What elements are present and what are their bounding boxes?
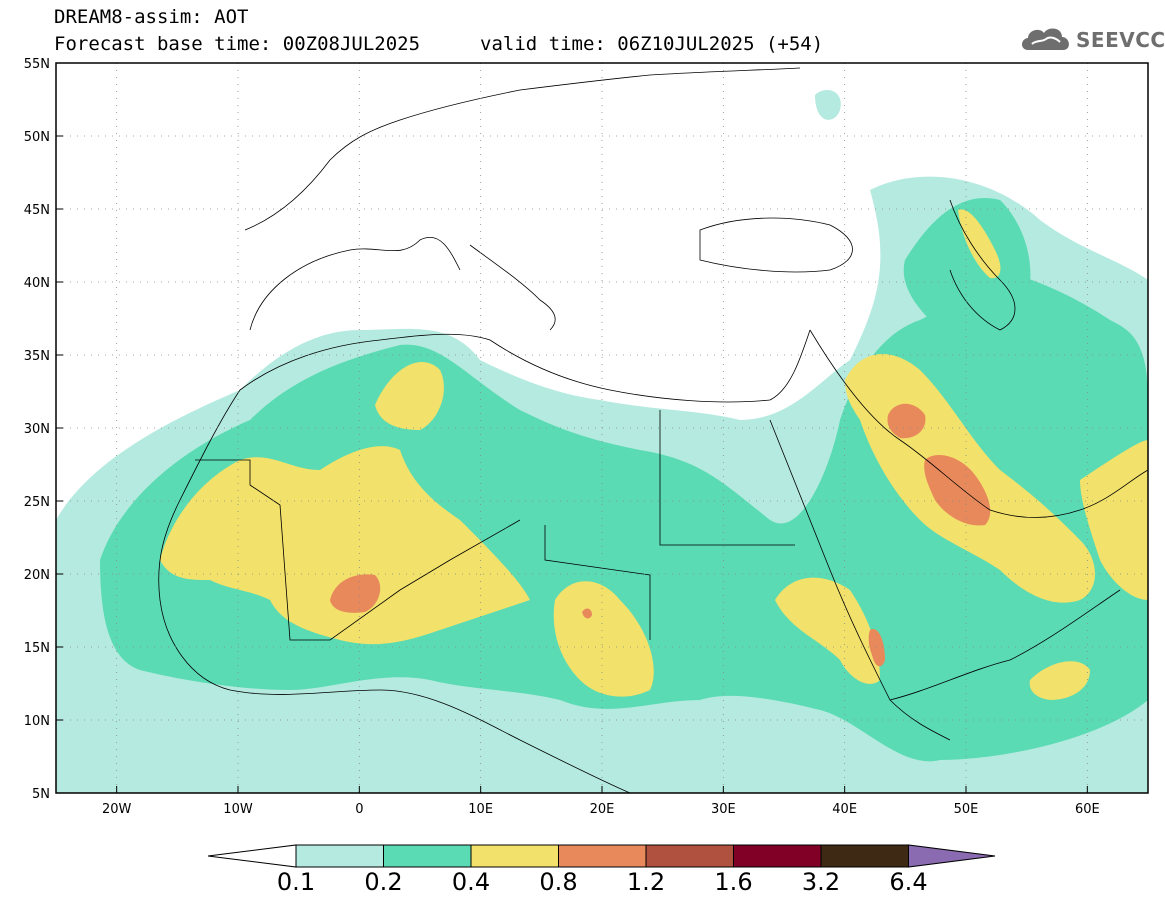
aot-level-0.4-caspian: [958, 209, 1001, 279]
coastline-westafrica: [158, 389, 631, 793]
colorbar-segment: [470, 844, 559, 868]
colorbar-label: 0.4: [451, 868, 491, 896]
aot-level-0.4-chad: [553, 581, 654, 697]
lon-tick-label: 20E: [590, 802, 615, 817]
graticule: [56, 63, 1148, 793]
border-sahara: [195, 459, 521, 641]
aot-level-0.2-caspian: [903, 198, 1031, 332]
colorbar-segment: [383, 844, 472, 868]
aot-level-0.8-chad: [582, 608, 592, 619]
forecast-base-time: Forecast base time: 00Z08JUL2025: [54, 33, 421, 55]
colorbar-label: 0.1: [276, 868, 316, 896]
lon-tick-label: 10E: [468, 802, 493, 817]
aot-level-0.4-arabiansea: [1029, 661, 1090, 700]
coastline-iberia: [249, 237, 461, 331]
coastline-arabia: [809, 329, 1148, 518]
lat-tick-label: 50N: [24, 130, 50, 145]
coastline-arabia-south: [889, 589, 1121, 701]
colorbar-segment: [820, 844, 909, 868]
lon-tick-label: 50E: [954, 802, 979, 817]
lon-tick-label: 40E: [832, 802, 857, 817]
valid-time: valid time: 06Z10JUL2025 (+54): [480, 33, 824, 55]
aot-level-0.8-redsea: [868, 629, 885, 667]
lat-tick-label: 55N: [24, 57, 50, 72]
lat-tick-label: 40N: [24, 276, 50, 291]
colorbar-label: 1.6: [714, 868, 753, 896]
lat-tick-label: 45N: [24, 203, 50, 218]
colorbar-label: 0.2: [364, 868, 403, 896]
coastline-northafrica: [239, 329, 811, 403]
colorbar-segment: [733, 844, 822, 868]
aot-level-0.8-sahara: [330, 574, 381, 613]
lat-tick-label: 20N: [24, 568, 50, 583]
colorbar-segment: [645, 844, 734, 868]
colorbar: [207, 844, 996, 868]
border-chad-sudan: [544, 525, 651, 640]
coastline-caspian: [949, 199, 1016, 331]
lat-tick-label: 30N: [24, 422, 50, 437]
lat-tick-label: 10N: [24, 714, 50, 729]
lat-tick-label: 25N: [24, 495, 50, 510]
aot-level-0.8-saudi: [924, 455, 991, 526]
lat-tick-label: 35N: [24, 349, 50, 364]
colorbar-segment: [295, 844, 384, 868]
colorbar-label: 6.4: [889, 868, 928, 896]
aot-level-0.4-gulf: [1080, 440, 1148, 600]
border-libya-egypt: [659, 410, 795, 546]
aot-level-0.4-redsea: [775, 577, 880, 684]
coastline-italy: [469, 244, 556, 331]
colorbar-segment: [558, 844, 647, 868]
coastlines: [158, 67, 1148, 793]
colorbar-label: 0.8: [539, 868, 578, 896]
lon-tick-label: 20W: [102, 802, 132, 817]
colorbar-under-arrow: [207, 844, 297, 868]
lat-tick-label: 15N: [24, 641, 50, 656]
seevccc-logo: SEEVCCC: [1018, 22, 1165, 56]
cloud-icon: [1022, 28, 1069, 50]
aot-level-0.4-algeria: [375, 362, 444, 430]
logo-text: SEEVCCC: [1076, 28, 1165, 52]
lon-tick-label: 60E: [1075, 802, 1100, 817]
aot-level-0.1-patch: [815, 90, 841, 120]
colorbar-label: 1.2: [626, 868, 666, 896]
aot-level-0.4-westafrica: [160, 446, 530, 645]
coastline-redsea: [769, 419, 951, 741]
lon-tick-label: 30E: [711, 802, 736, 817]
lat-tick-label: 5N: [32, 787, 50, 802]
colorbar-label: 3.2: [801, 868, 841, 896]
coastline-europe: [244, 67, 801, 231]
colorbar-over-arrow: [908, 844, 996, 868]
lon-ticks: 20W 10W 0 10E 20E 30E 40E 50E 60E: [102, 786, 1100, 817]
lat-ticks: 55N 50N 45N 40N 35N 30N 25N 20N 15N 10N 5N: [24, 57, 63, 802]
aot-field: [56, 90, 1148, 793]
aot-level-0.8-iraq: [887, 403, 926, 439]
coastline-blacksea: [699, 217, 853, 273]
lon-tick-label: 0: [355, 802, 363, 817]
title-product: DREAM8-assim: AOT: [54, 6, 249, 28]
lon-tick-label: 10W: [223, 802, 253, 817]
